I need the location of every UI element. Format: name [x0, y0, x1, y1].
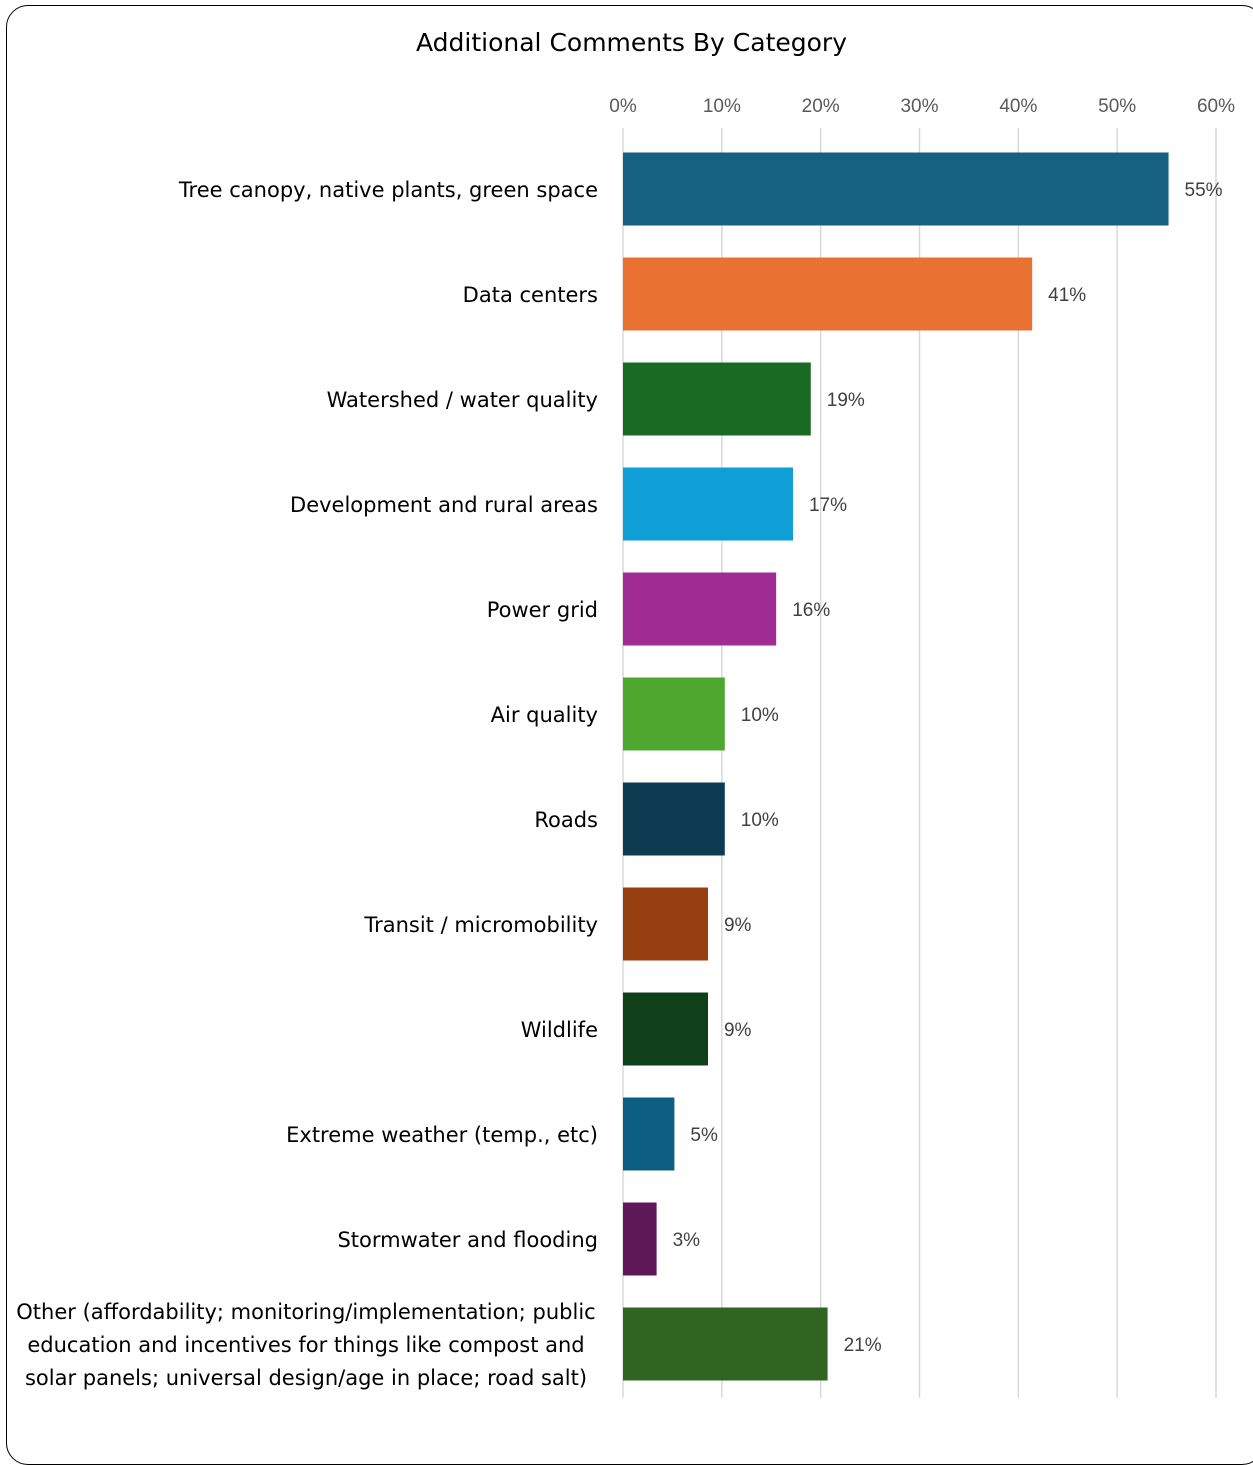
category-label: Tree canopy, native plants, green space	[178, 178, 598, 202]
bar	[623, 782, 725, 856]
value-label: 9%	[724, 915, 752, 936]
category-label: Data centers	[463, 283, 598, 307]
category-label: education and incentives for things like…	[27, 1333, 584, 1357]
category-label: Stormwater and flooding	[337, 1228, 598, 1252]
category-label: Development and rural areas	[290, 493, 598, 517]
x-tick-label: 50%	[1098, 96, 1136, 117]
bar	[623, 362, 811, 436]
value-label: 10%	[741, 705, 779, 726]
value-label: 19%	[827, 390, 865, 411]
x-tick-label: 40%	[999, 96, 1037, 117]
value-label: 55%	[1185, 180, 1223, 201]
chart-title: Additional Comments By Category	[416, 28, 847, 57]
value-label: 3%	[673, 1230, 701, 1251]
category-label: Roads	[534, 808, 598, 832]
x-tick-label: 60%	[1197, 96, 1235, 117]
bar	[623, 1307, 828, 1381]
x-tick-label: 20%	[802, 96, 840, 117]
category-label: solar panels; universal design/age in pl…	[25, 1366, 587, 1390]
bar	[623, 152, 1169, 226]
bar	[623, 257, 1033, 331]
category-label: Transit / micromobility	[363, 913, 598, 937]
bar	[623, 467, 793, 541]
category-label: Wildlife	[521, 1018, 598, 1042]
bar	[623, 992, 708, 1066]
bar	[623, 572, 777, 646]
value-label: 10%	[741, 810, 779, 831]
bar	[623, 677, 725, 751]
bar	[623, 1097, 675, 1171]
x-tick-label: 30%	[900, 96, 938, 117]
value-label: 21%	[844, 1335, 882, 1356]
category-label: Watershed / water quality	[327, 388, 598, 412]
category-label: Other (affordability; monitoring/impleme…	[16, 1300, 595, 1324]
category-label: Air quality	[491, 703, 598, 727]
category-label: Power grid	[487, 598, 598, 622]
bar	[623, 1202, 657, 1276]
value-label: 16%	[792, 600, 830, 621]
value-label: 9%	[724, 1020, 752, 1041]
x-tick-label: 10%	[703, 96, 741, 117]
bar	[623, 887, 708, 961]
category-label: Extreme weather (temp., etc)	[286, 1123, 598, 1147]
value-label: 17%	[809, 495, 847, 516]
value-label: 5%	[690, 1125, 718, 1146]
x-tick-label: 0%	[609, 96, 637, 117]
value-label: 41%	[1048, 285, 1086, 306]
